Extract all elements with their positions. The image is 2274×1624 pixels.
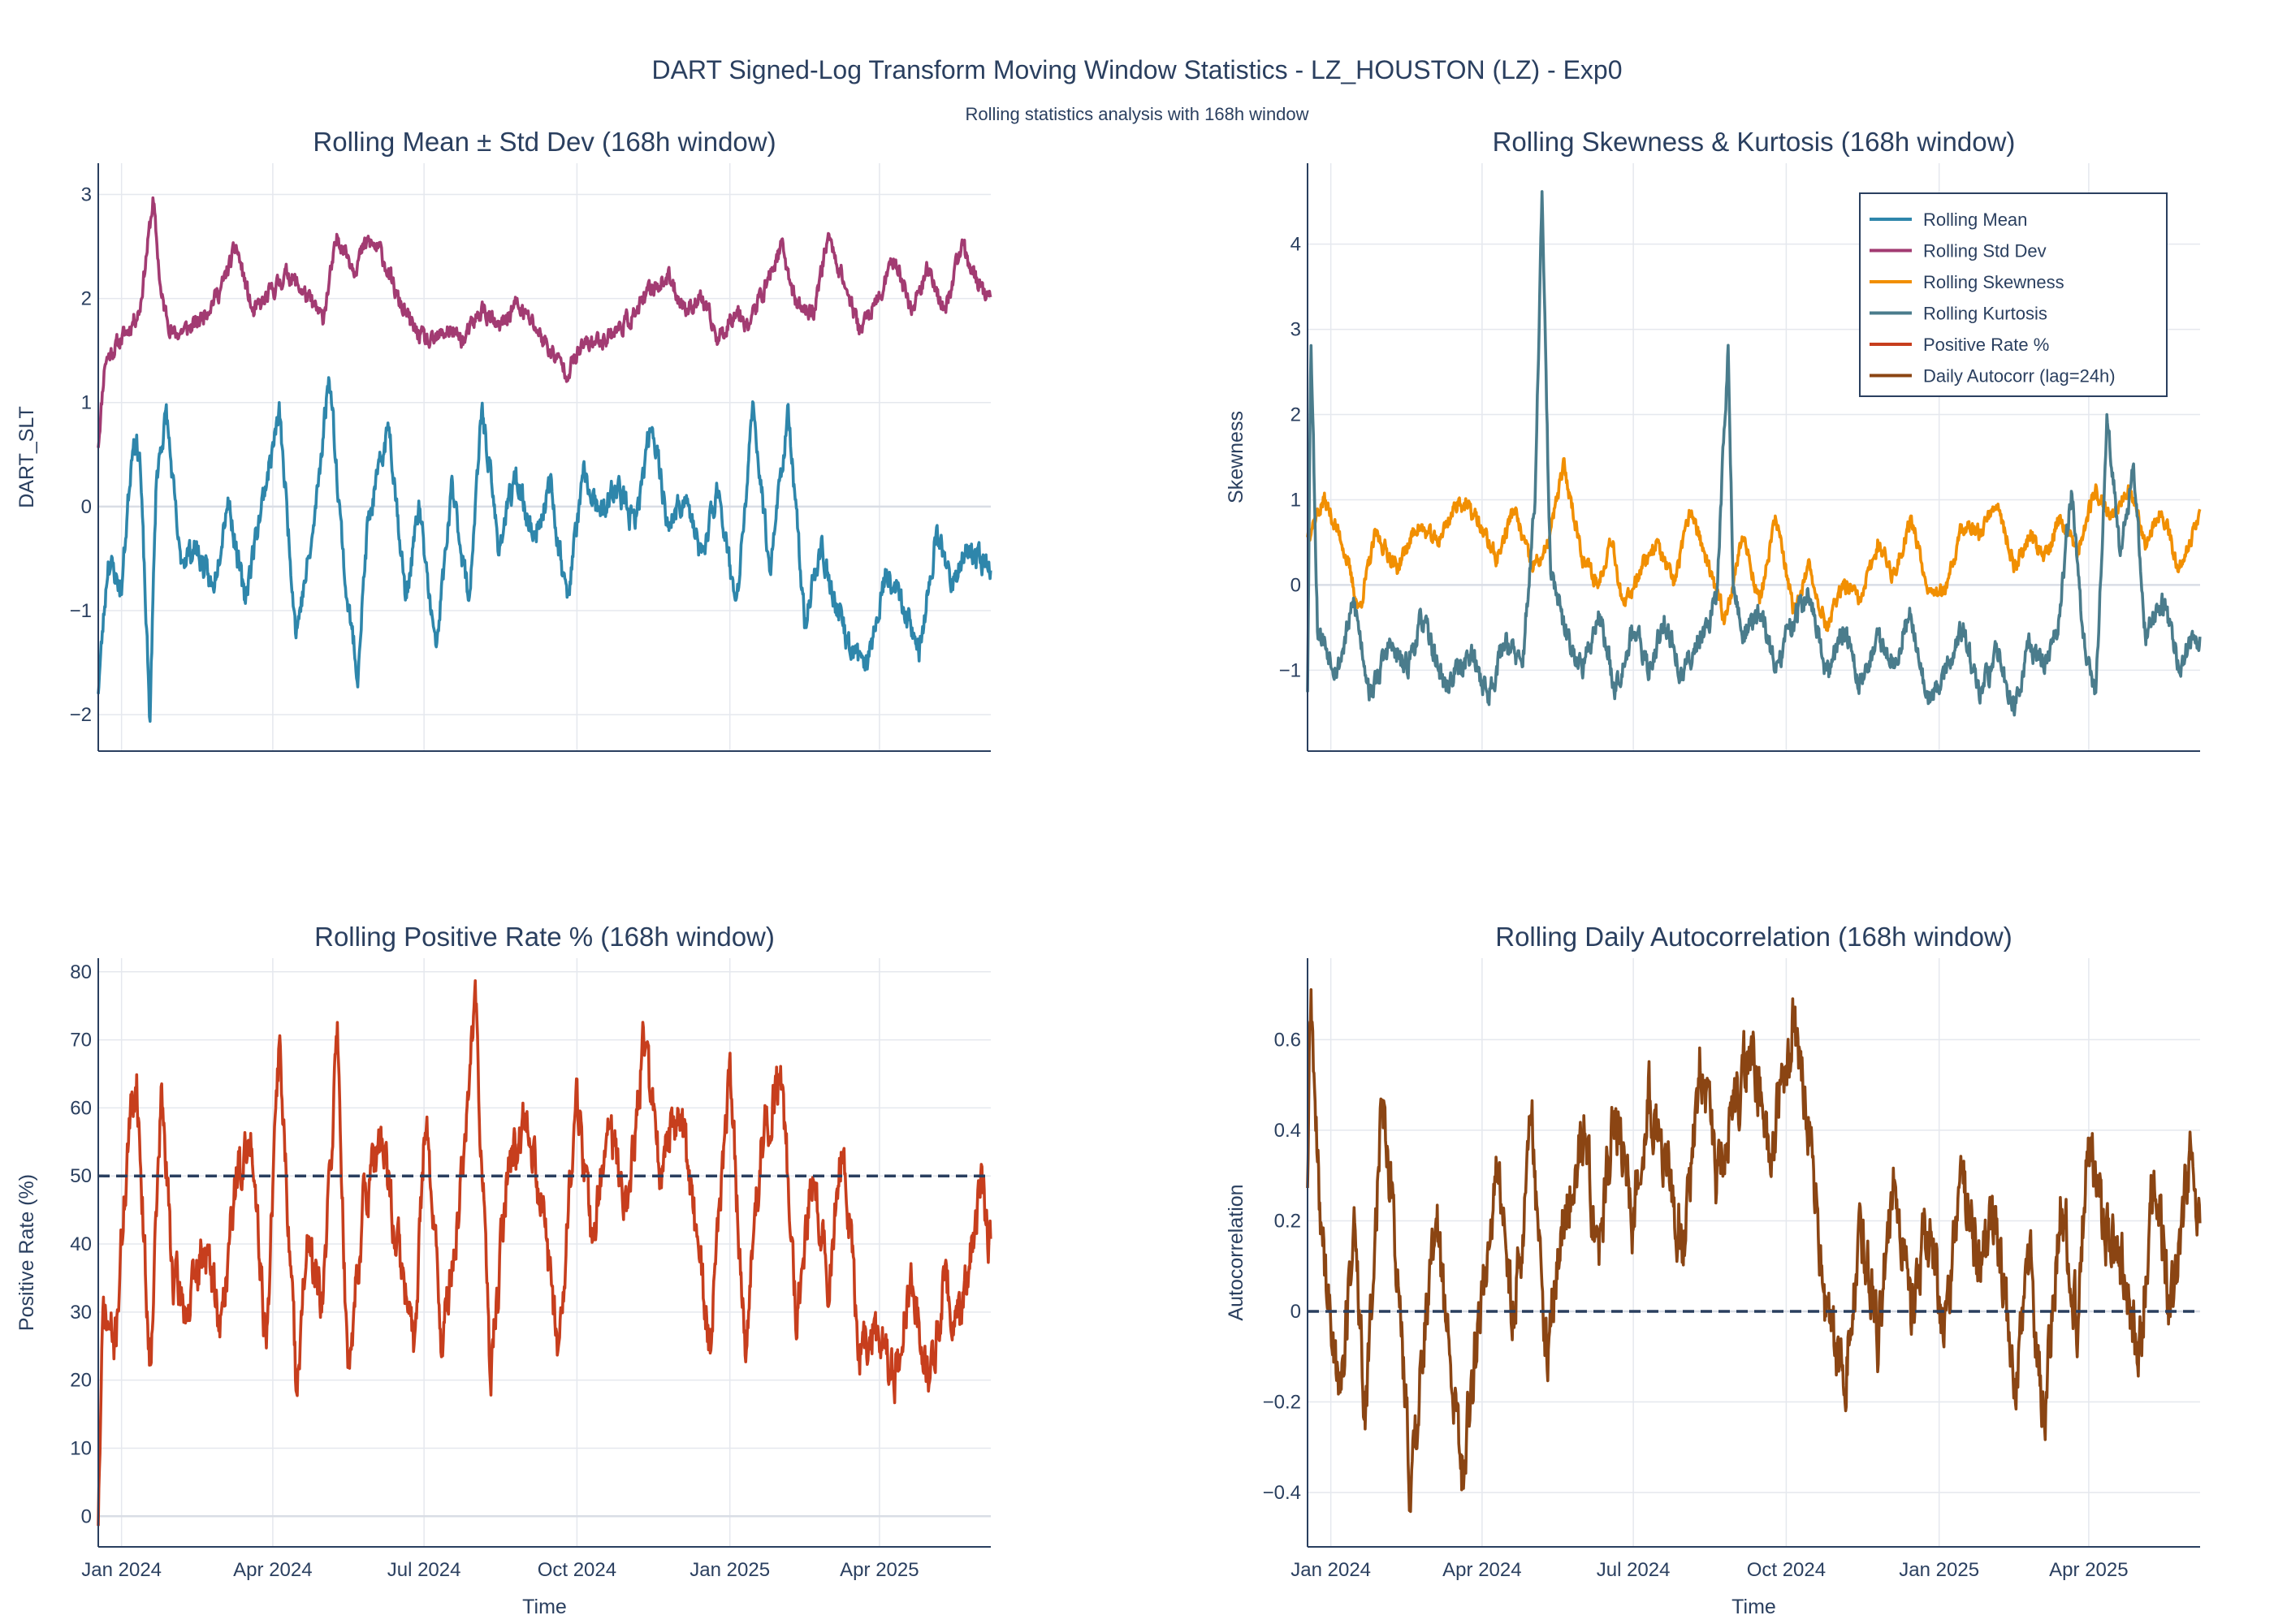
x-tick-label: Jan 2024 xyxy=(81,1559,162,1581)
main-title: DART Signed-Log Transform Moving Window … xyxy=(651,55,1623,84)
y-tick-label: 0 xyxy=(81,496,92,518)
y-tick-label: 2 xyxy=(1290,404,1301,426)
y-tick-label: 0.6 xyxy=(1274,1029,1301,1051)
panel-title: Rolling Daily Autocorrelation (168h wind… xyxy=(1495,922,2012,952)
series-line-rolling-kurtosis xyxy=(1306,190,2202,717)
y-tick-label: −1 xyxy=(1279,659,1301,681)
legend-item-rolling-mean: Rolling Mean xyxy=(1923,209,2027,230)
y-tick-label: 60 xyxy=(70,1097,92,1119)
y-axis-title: Positive Rate (%) xyxy=(15,1174,38,1331)
legend: Rolling Mean Rolling Std Dev Rolling Skewn… xyxy=(1859,192,2168,397)
x-tick-label: Jan 2025 xyxy=(1899,1559,1979,1581)
y-tick-label: −1 xyxy=(70,600,92,622)
y-tick-label: −2 xyxy=(70,704,92,726)
y-tick-label: 2 xyxy=(81,288,92,310)
x-tick-label: Apr 2025 xyxy=(840,1559,919,1581)
y-tick-label: 3 xyxy=(1290,319,1301,341)
legend-box xyxy=(1859,192,2168,397)
x-tick-label: Jul 2024 xyxy=(387,1559,461,1581)
y-tick-label: 0 xyxy=(81,1505,92,1527)
legend-item-rolling-kurtosis: Rolling Kurtosis xyxy=(1923,304,2047,324)
y-axis-title: DART_SLT xyxy=(15,406,38,508)
panel-rolling-mean-std-dev-168h-window: −2 −1 0 1 2 3 Rolling Mean ± Std Dev (168h win… xyxy=(15,127,992,752)
panel-title: Rolling Mean ± Std Dev (168h window) xyxy=(313,127,776,157)
legend-item-positive-rate: Positive Rate % xyxy=(1923,335,2049,355)
series-line-rolling-skewness xyxy=(1306,456,2202,633)
legend-item-rolling-skewness: Rolling Skewness xyxy=(1923,272,2064,292)
y-tick-label: 0.2 xyxy=(1274,1210,1301,1232)
x-tick-label: Jan 2025 xyxy=(690,1559,770,1581)
panel-rolling-positive-rate-168h-window: 0 10 20 30 40 50 60 70 80 Jan 2024 Apr 2024 Jul 202… xyxy=(15,922,992,1618)
legend-item-rolling-std-dev: Rolling Std Dev xyxy=(1923,241,2047,261)
y-tick-label: 4 xyxy=(1290,234,1301,256)
y-tick-label: 0.4 xyxy=(1274,1120,1301,1142)
y-tick-label: 70 xyxy=(70,1030,92,1052)
x-axis-title: Time xyxy=(522,1596,567,1618)
panel-title: Rolling Positive Rate % (168h window) xyxy=(314,922,775,952)
y-tick-label: 1 xyxy=(1290,489,1301,511)
y-tick-label: 10 xyxy=(70,1437,92,1459)
main-subtitle: Rolling statistics analysis with 168h wi… xyxy=(965,104,1309,124)
series-line-rolling-mean xyxy=(97,376,992,723)
y-tick-label: 50 xyxy=(70,1165,92,1187)
panel-rolling-daily-autocorrelation-168h-window: −0.4 −0.2 0 0.2 0.4 0.6 Jan 2024 Apr 2024 Jul 20… xyxy=(1225,922,2202,1618)
y-tick-label: 80 xyxy=(70,961,92,983)
y-tick-label: 1 xyxy=(81,392,92,414)
y-tick-label: 3 xyxy=(81,184,92,205)
y-tick-label: 40 xyxy=(70,1233,92,1255)
series-line-positive-rate xyxy=(97,979,992,1527)
x-tick-label: Oct 2024 xyxy=(538,1559,616,1581)
y-axis-title: Autocorrelation xyxy=(1225,1184,1247,1320)
x-axis-title: Time xyxy=(1731,1596,1776,1618)
y-tick-label: 20 xyxy=(70,1370,92,1392)
x-tick-label: Apr 2024 xyxy=(233,1559,312,1581)
panel-rolling-skewness-kurtosis-168h-window: −1 0 1 2 3 4 Rolling Skewness & Kurtosis (168h… xyxy=(1225,127,2202,752)
x-tick-label: Apr 2025 xyxy=(2049,1559,2128,1581)
y-tick-label: −0.2 xyxy=(1263,1392,1301,1414)
y-tick-label: 0 xyxy=(1290,574,1301,596)
y-tick-label: 0 xyxy=(1290,1301,1301,1323)
series-line-rolling-std-dev xyxy=(97,196,992,448)
y-tick-label: −0.4 xyxy=(1263,1482,1301,1504)
panel-title: Rolling Skewness & Kurtosis (168h window… xyxy=(1493,127,2016,157)
y-axis-title: Skewness xyxy=(1225,411,1247,503)
x-tick-label: Oct 2024 xyxy=(1747,1559,1826,1581)
x-tick-label: Apr 2024 xyxy=(1442,1559,1521,1581)
x-tick-label: Jul 2024 xyxy=(1597,1559,1671,1581)
x-tick-label: Jan 2024 xyxy=(1290,1559,1371,1581)
legend-item-daily-autocorr-lag-24h: Daily Autocorr (lag=24h) xyxy=(1923,366,2116,387)
y-tick-label: 30 xyxy=(70,1302,92,1324)
series-line-daily-autocorr-lag-24h xyxy=(1306,988,2202,1514)
